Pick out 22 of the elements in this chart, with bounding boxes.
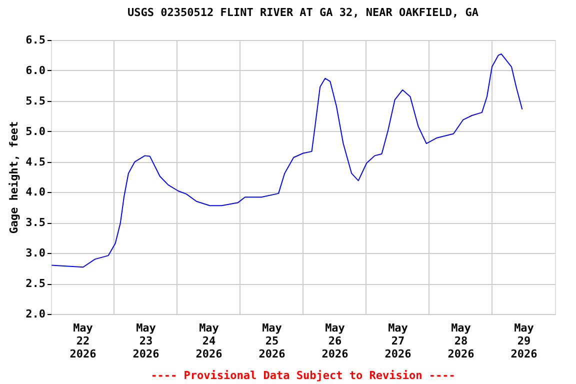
y-tick-label: 4.0: [26, 186, 46, 199]
chart-title: USGS 02350512 FLINT RIVER AT GA 32, NEAR OAKFIELD, GA: [128, 6, 479, 19]
x-tick-label: May 24 2026: [196, 322, 223, 360]
y-tick-label: 2.5: [26, 277, 46, 290]
y-tick-label: 3.5: [26, 216, 46, 230]
x-tick-label: May 28 2026: [448, 322, 475, 360]
x-tick-label: May 27 2026: [384, 322, 412, 360]
x-tick-label: May 26 2026: [322, 322, 349, 360]
x-tick-label: May 29 2026: [510, 322, 538, 360]
y-axis-title: Gage height, feet: [8, 121, 21, 234]
text: ---- Provisional Data Subject to Revision ----: [150, 369, 456, 382]
y-tick-label: 6.5: [26, 34, 46, 46]
x-tick-label: May 23 2026: [132, 322, 160, 360]
y-tick-label: 5.5: [26, 94, 46, 108]
y-tick-label: 4.5: [26, 155, 46, 168]
line-series: [51, 54, 523, 268]
y-tick-label: 2.0: [26, 308, 46, 320]
x-tick-label: May 22 2026: [70, 322, 97, 360]
y-tick-label: 6.0: [26, 64, 46, 77]
y-tick-label: 5.0: [26, 124, 46, 138]
y-tick-label: 3.0: [26, 246, 46, 260]
x-tick-label: May 25 2026: [258, 322, 286, 360]
